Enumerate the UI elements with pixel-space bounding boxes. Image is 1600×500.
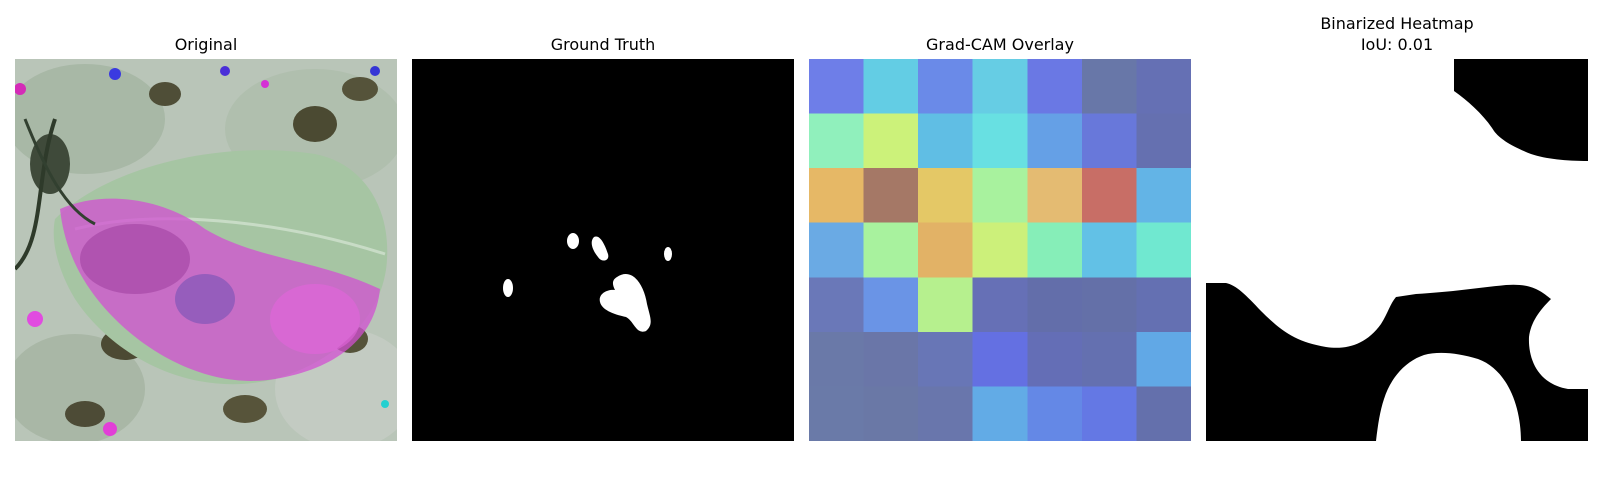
iou-value: IoU: 0.01 xyxy=(1360,35,1434,54)
panel-title-ground-truth: Ground Truth xyxy=(550,35,656,54)
panel-binarized: Binarized Heatmap IoU: 0.01 xyxy=(1206,0,1588,500)
original-image xyxy=(15,59,397,441)
panel-gradcam: Grad-CAM Overlay xyxy=(809,0,1191,500)
ground-truth-mask xyxy=(412,59,794,441)
panel-ground-truth: Ground Truth xyxy=(412,0,794,500)
binarized-heatmap xyxy=(1206,59,1588,441)
gradcam-overlay xyxy=(809,59,1191,441)
panel-title-gradcam: Grad-CAM Overlay xyxy=(926,35,1074,54)
panel-original: Original xyxy=(15,0,397,500)
panel-title-binarized: Binarized Heatmap xyxy=(1320,14,1474,33)
panel-title-original: Original xyxy=(174,35,238,54)
